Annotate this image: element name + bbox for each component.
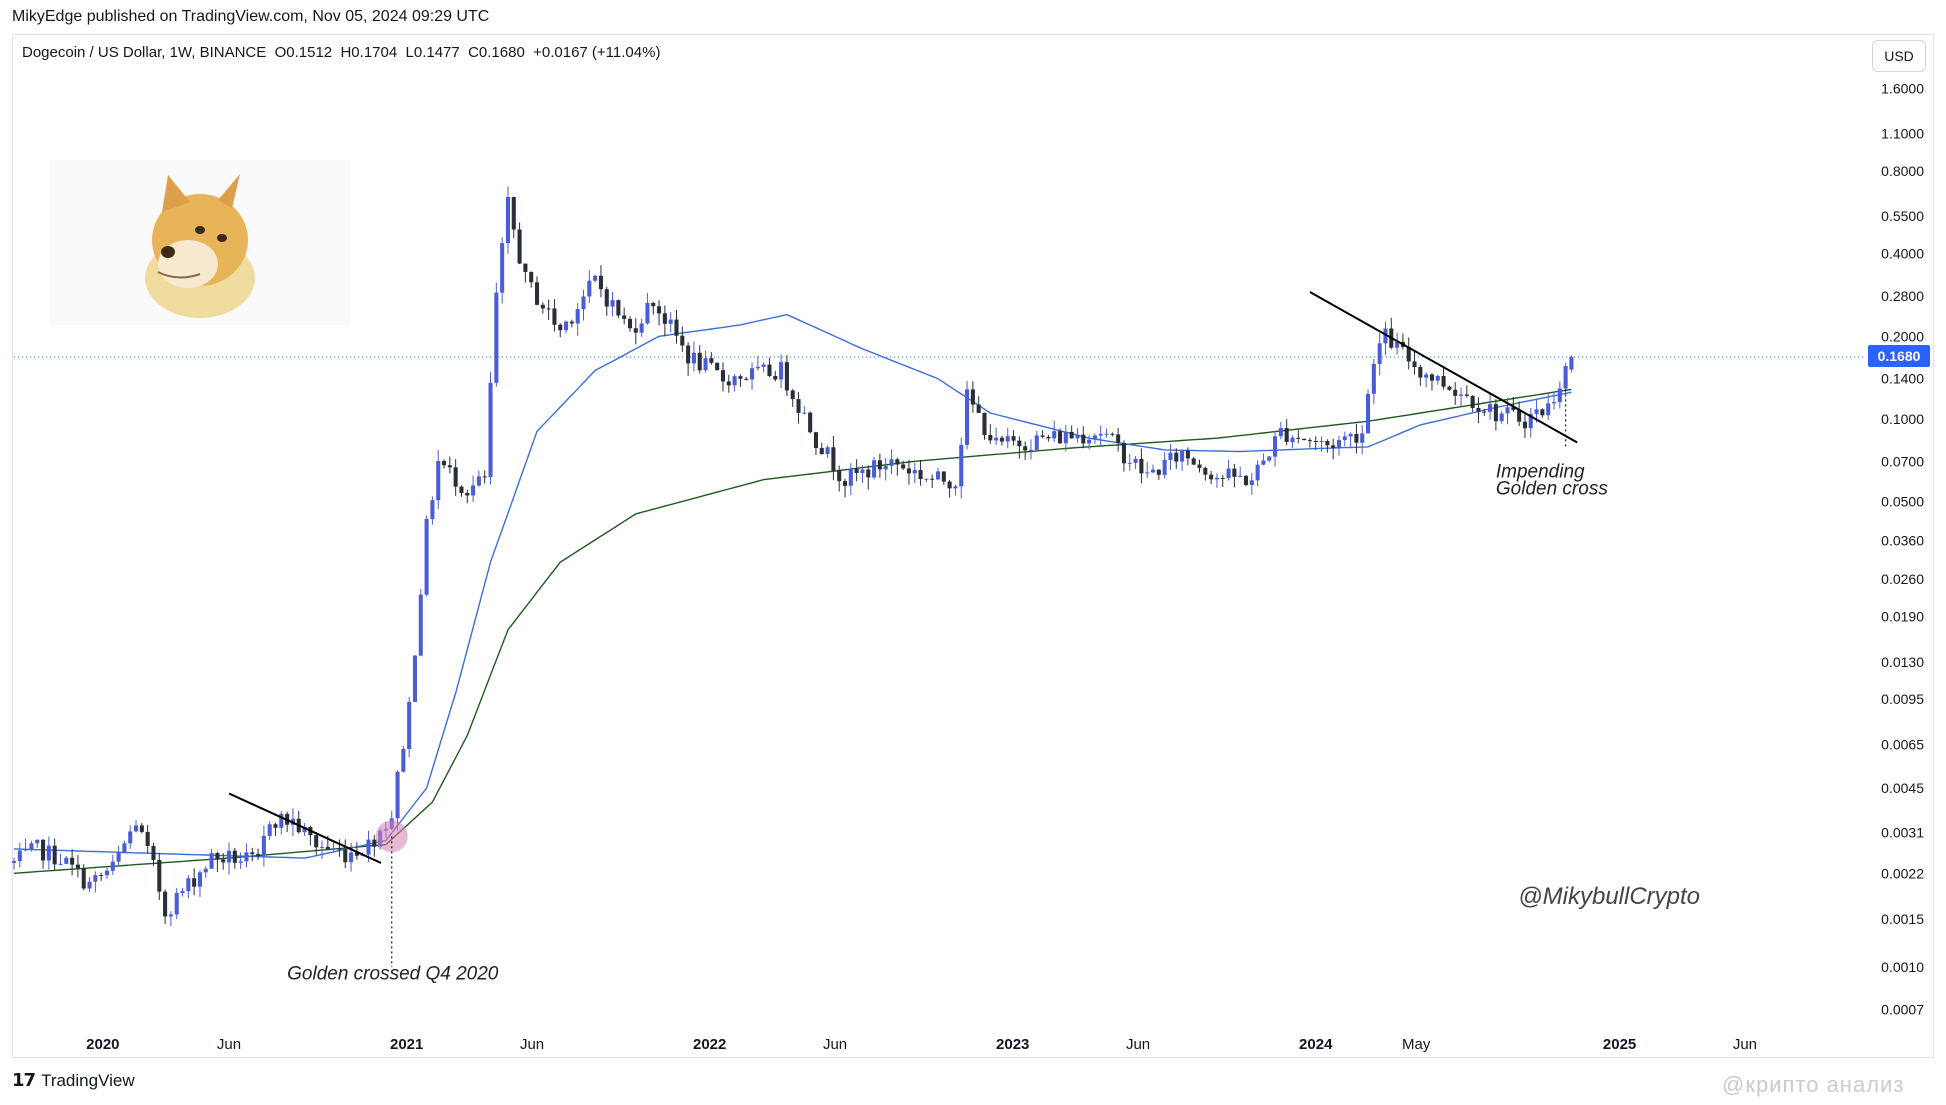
doge-icon: [145, 174, 255, 318]
corner-watermark: @крипто анализ: [1722, 1072, 1905, 1097]
tradingview-brand[interactable]: 𝟭𝟳 TradingView: [12, 1070, 135, 1091]
chart-frame: [12, 34, 1934, 1058]
current-price-tag: 0.1680: [1868, 345, 1930, 367]
symbol-legend: Dogecoin / US Dollar, 1W, BINANCE O0.151…: [22, 44, 661, 61]
tradingview-brand-label: TradingView: [41, 1070, 135, 1090]
doge-logo: [50, 160, 350, 325]
published-caption: MikyEdge published on TradingView.com, N…: [12, 8, 490, 25]
currency-button[interactable]: USD: [1872, 40, 1926, 72]
tradingview-logo-icon: 𝟭𝟳: [12, 1070, 36, 1090]
